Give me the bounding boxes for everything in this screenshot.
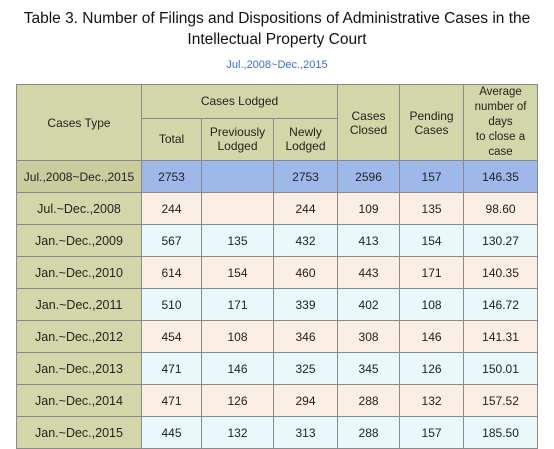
cell-cases-closed: 288 (337, 416, 401, 449)
header-newly-lodged: Newly Lodged (272, 117, 339, 162)
cell-pending-cases: 132 (399, 384, 465, 417)
table-title-line1: Table 3. Number of Filings and Dispositi… (23, 10, 531, 27)
header-total: Total (141, 117, 202, 162)
cell-newly-lodged: 339 (272, 288, 339, 321)
row-period: Jan.~Dec.,2010 (16, 256, 142, 289)
cell-previously-lodged (201, 160, 274, 193)
row-period: Jan.~Dec.,2013 (16, 352, 142, 385)
table-row: Jul.~Dec.,2008 244 244 109 135 98.60 (16, 192, 539, 225)
cell-newly-lodged: 2753 (272, 160, 339, 193)
header-pending-cases: Pending Cases (399, 84, 465, 161)
cell-total: 244 (141, 192, 202, 225)
header-cases-lodged: Cases Lodged (140, 84, 339, 119)
cell-total: 614 (141, 256, 202, 289)
cell-previously-lodged: 126 (201, 384, 274, 417)
cell-newly-lodged: 432 (272, 224, 339, 257)
cell-total: 471 (141, 352, 202, 385)
cell-average-days: 146.72 (463, 288, 539, 321)
cell-pending-cases: 154 (399, 224, 465, 257)
cell-total: 567 (141, 224, 202, 257)
cell-total: 471 (141, 384, 202, 417)
cell-average-days: 140.35 (463, 256, 539, 289)
table-row: Jan.~Dec.,2012 454 108 346 308 146 141.3… (16, 320, 539, 353)
cell-cases-closed: 345 (337, 352, 401, 385)
cell-previously-lodged: 146 (201, 352, 274, 385)
cell-pending-cases: 157 (399, 416, 465, 449)
cell-average-days: 130.27 (463, 224, 539, 257)
table-title-line2: Intellectual Property Court (187, 31, 367, 48)
cell-newly-lodged: 244 (272, 192, 339, 225)
row-period: Jan.~Dec.,2014 (16, 384, 142, 417)
cell-average-days: 141.31 (463, 320, 539, 353)
table-title: Table 3. Number of Filings and Dispositi… (0, 8, 554, 50)
cell-cases-closed: 308 (337, 320, 401, 353)
table-subtitle: Jul.,2008~Dec.,2015 (226, 59, 328, 71)
cell-total: 510 (141, 288, 202, 321)
cell-newly-lodged: 325 (272, 352, 339, 385)
cell-previously-lodged: 108 (201, 320, 274, 353)
cell-pending-cases: 157 (399, 160, 465, 193)
cell-cases-closed: 402 (337, 288, 401, 321)
row-period: Jan.~Dec.,2011 (16, 288, 142, 321)
row-period: Jan.~Dec.,2009 (16, 224, 142, 257)
row-period: Jan.~Dec.,2012 (16, 320, 142, 353)
row-period: Jul.,2008~Dec.,2015 (16, 160, 142, 193)
cell-total: 2753 (141, 160, 202, 193)
table-row: Jan.~Dec.,2015 445 132 313 288 157 185.5… (16, 416, 539, 449)
cell-newly-lodged: 313 (272, 416, 339, 449)
cell-average-days: 150.01 (463, 352, 539, 385)
cell-pending-cases: 135 (399, 192, 465, 225)
cell-pending-cases: 171 (399, 256, 465, 289)
table-row: Jan.~Dec.,2010 614 154 460 443 171 140.3… (16, 256, 539, 289)
table-row: Jan.~Dec.,2011 510 171 339 402 108 146.7… (16, 288, 539, 321)
header-cases-type: Cases Type (16, 84, 142, 161)
cell-average-days: 157.52 (463, 384, 539, 417)
cell-total: 454 (141, 320, 202, 353)
table-row-total: Jul.,2008~Dec.,2015 2753 2753 2596 157 1… (16, 160, 539, 193)
cell-previously-lodged (201, 192, 274, 225)
row-period: Jan.~Dec.,2015 (16, 416, 142, 449)
cell-newly-lodged: 460 (272, 256, 339, 289)
cell-newly-lodged: 346 (272, 320, 339, 353)
row-period: Jul.~Dec.,2008 (16, 192, 142, 225)
cell-pending-cases: 146 (399, 320, 465, 353)
header-cases-closed: Cases Closed (337, 84, 401, 161)
header-average-days: Average number of days to close a case (463, 84, 539, 161)
header-previously-lodged: Previously Lodged (201, 117, 274, 162)
cases-table: Cases Type Cases Lodged Cases Closed Pend… (16, 84, 539, 449)
cell-cases-closed: 288 (337, 384, 401, 417)
cell-pending-cases: 126 (399, 352, 465, 385)
table-row: Jan.~Dec.,2013 471 146 325 345 126 150.0… (16, 352, 539, 385)
cell-cases-closed: 2596 (337, 160, 401, 193)
table-row: Jan.~Dec.,2009 567 135 432 413 154 130.2… (16, 224, 539, 257)
cell-previously-lodged: 171 (201, 288, 274, 321)
cell-cases-closed: 413 (337, 224, 401, 257)
cell-previously-lodged: 154 (201, 256, 274, 289)
cell-cases-closed: 109 (337, 192, 401, 225)
cell-average-days: 146.35 (463, 160, 539, 193)
cell-average-days: 98.60 (463, 192, 539, 225)
table-row: Jan.~Dec.,2014 471 126 294 288 132 157.5… (16, 384, 539, 417)
cell-pending-cases: 108 (399, 288, 465, 321)
cell-previously-lodged: 135 (201, 224, 274, 257)
cell-total: 445 (141, 416, 202, 449)
cell-previously-lodged: 132 (201, 416, 274, 449)
cell-cases-closed: 443 (337, 256, 401, 289)
cell-newly-lodged: 294 (272, 384, 339, 417)
cell-average-days: 185.50 (463, 416, 539, 449)
